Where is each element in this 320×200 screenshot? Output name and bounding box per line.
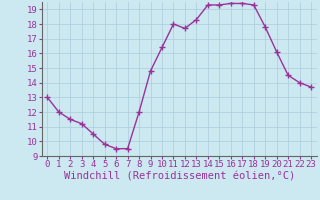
X-axis label: Windchill (Refroidissement éolien,°C): Windchill (Refroidissement éolien,°C) (64, 172, 295, 182)
